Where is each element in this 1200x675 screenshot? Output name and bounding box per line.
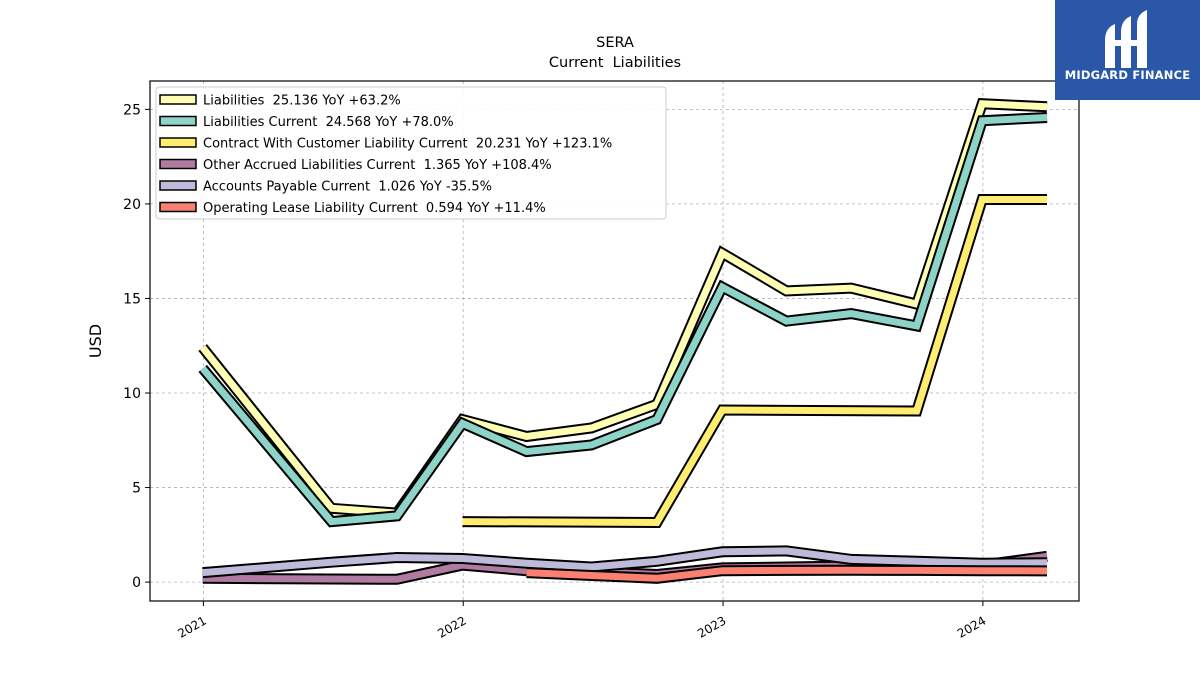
chart-subtitle: Current Liabilities bbox=[549, 55, 681, 71]
legend-swatch bbox=[159, 201, 197, 213]
series-line bbox=[198, 112, 1048, 528]
chart-title: SERA bbox=[596, 35, 634, 51]
legend-swatch bbox=[159, 180, 197, 191]
y-tick-label: 0 bbox=[132, 575, 141, 591]
x-tick-label: 2023 bbox=[695, 613, 728, 640]
y-axis-label: USD bbox=[86, 324, 105, 358]
legend: Liabilities 25.136 YoY +63.2% Liabilities… bbox=[155, 86, 667, 220]
legend-label: Liabilities Current 24.568 YoY +78.0% bbox=[203, 115, 454, 130]
legend-swatch bbox=[159, 137, 197, 148]
plot-frame bbox=[149, 80, 1080, 602]
brand-logo: MIDGARD FINANCE bbox=[1055, 0, 1200, 100]
x-tick-label: 2024 bbox=[955, 613, 988, 640]
y-tick-label: 5 bbox=[132, 481, 141, 497]
brand-name: MIDGARD FINANCE bbox=[1064, 68, 1191, 82]
legend-label: Contract With Customer Liability Current… bbox=[203, 137, 612, 152]
legend-label: Accounts Payable Current 1.026 YoY -35.5… bbox=[203, 180, 492, 195]
legend-label: Liabilities 25.136 YoY +63.2% bbox=[203, 94, 401, 109]
series-line bbox=[526, 564, 1048, 584]
x-tick-label: 2021 bbox=[175, 613, 208, 640]
y-tick-label: 20 bbox=[123, 197, 141, 213]
legend-swatch bbox=[159, 94, 197, 105]
y-tick-label: 10 bbox=[123, 386, 141, 402]
brand-mark-icon bbox=[1105, 10, 1147, 68]
legend-label: Other Accrued Liabilities Current 1.365 … bbox=[203, 158, 552, 173]
series-line bbox=[462, 194, 1047, 529]
series-line bbox=[202, 545, 1048, 579]
y-tick-label: 25 bbox=[123, 102, 141, 118]
y-tick-label: 15 bbox=[123, 291, 141, 307]
legend-swatch bbox=[159, 158, 197, 170]
legend-box bbox=[155, 86, 667, 220]
legend-swatch bbox=[159, 115, 197, 127]
legend-label: Operating Lease Liability Current 0.594 … bbox=[203, 201, 546, 216]
x-tick-label: 2022 bbox=[435, 613, 468, 640]
